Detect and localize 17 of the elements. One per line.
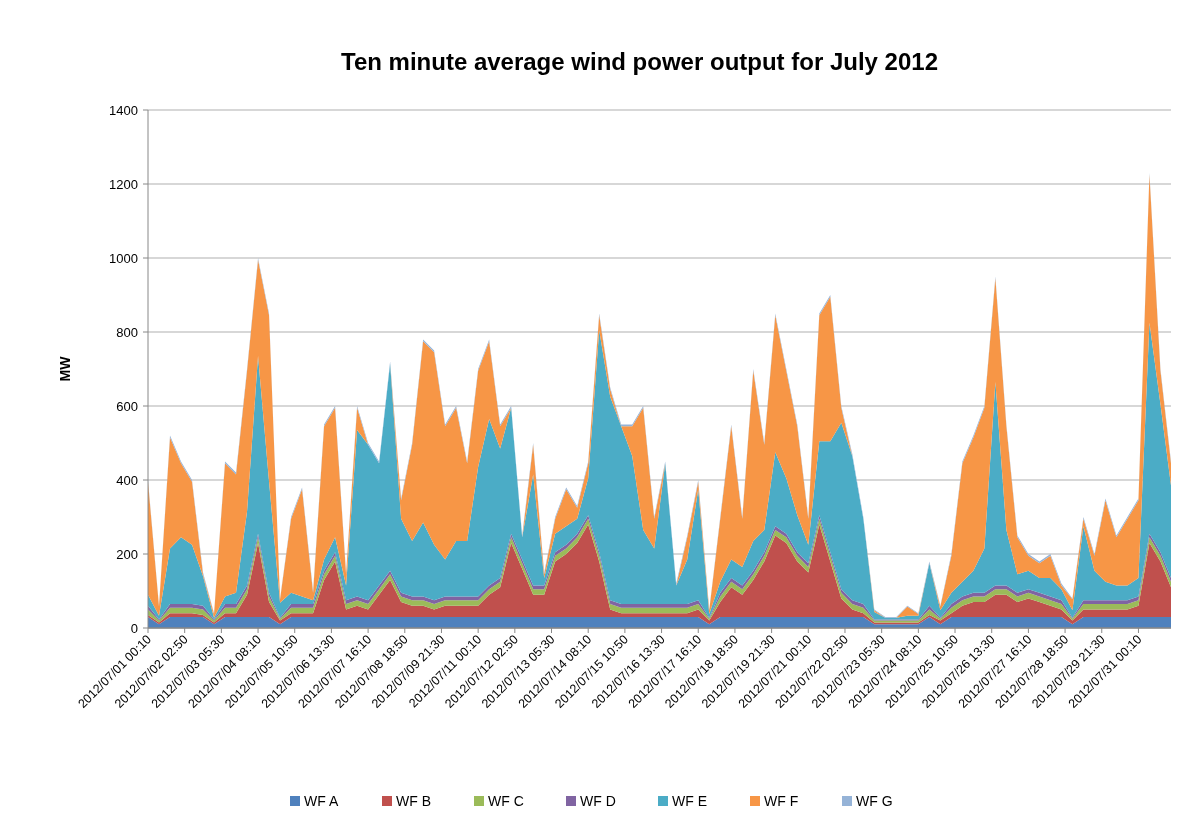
y-axis-title: MW [57, 355, 73, 382]
y-tick-label: 1200 [109, 176, 138, 192]
legend-label: WF E [672, 793, 707, 809]
legend-label: WF A [304, 793, 339, 809]
legend-label: WF C [488, 793, 524, 809]
y-tick-label: 600 [116, 398, 138, 414]
y-tick-label: 400 [116, 472, 138, 488]
legend-label: WF B [396, 793, 431, 809]
y-tick-label: 800 [116, 324, 138, 340]
y-tick-label: 1400 [109, 102, 138, 118]
chart-title: Ten minute average wind power output for July 2012 [341, 48, 938, 75]
legend-label: WF F [764, 793, 799, 809]
y-tick-label: 200 [116, 546, 138, 562]
legend-label: WF G [856, 793, 893, 809]
y-tick-label: 1000 [109, 250, 138, 266]
legend-label: WF D [580, 793, 616, 809]
y-tick-label: 0 [130, 620, 138, 636]
